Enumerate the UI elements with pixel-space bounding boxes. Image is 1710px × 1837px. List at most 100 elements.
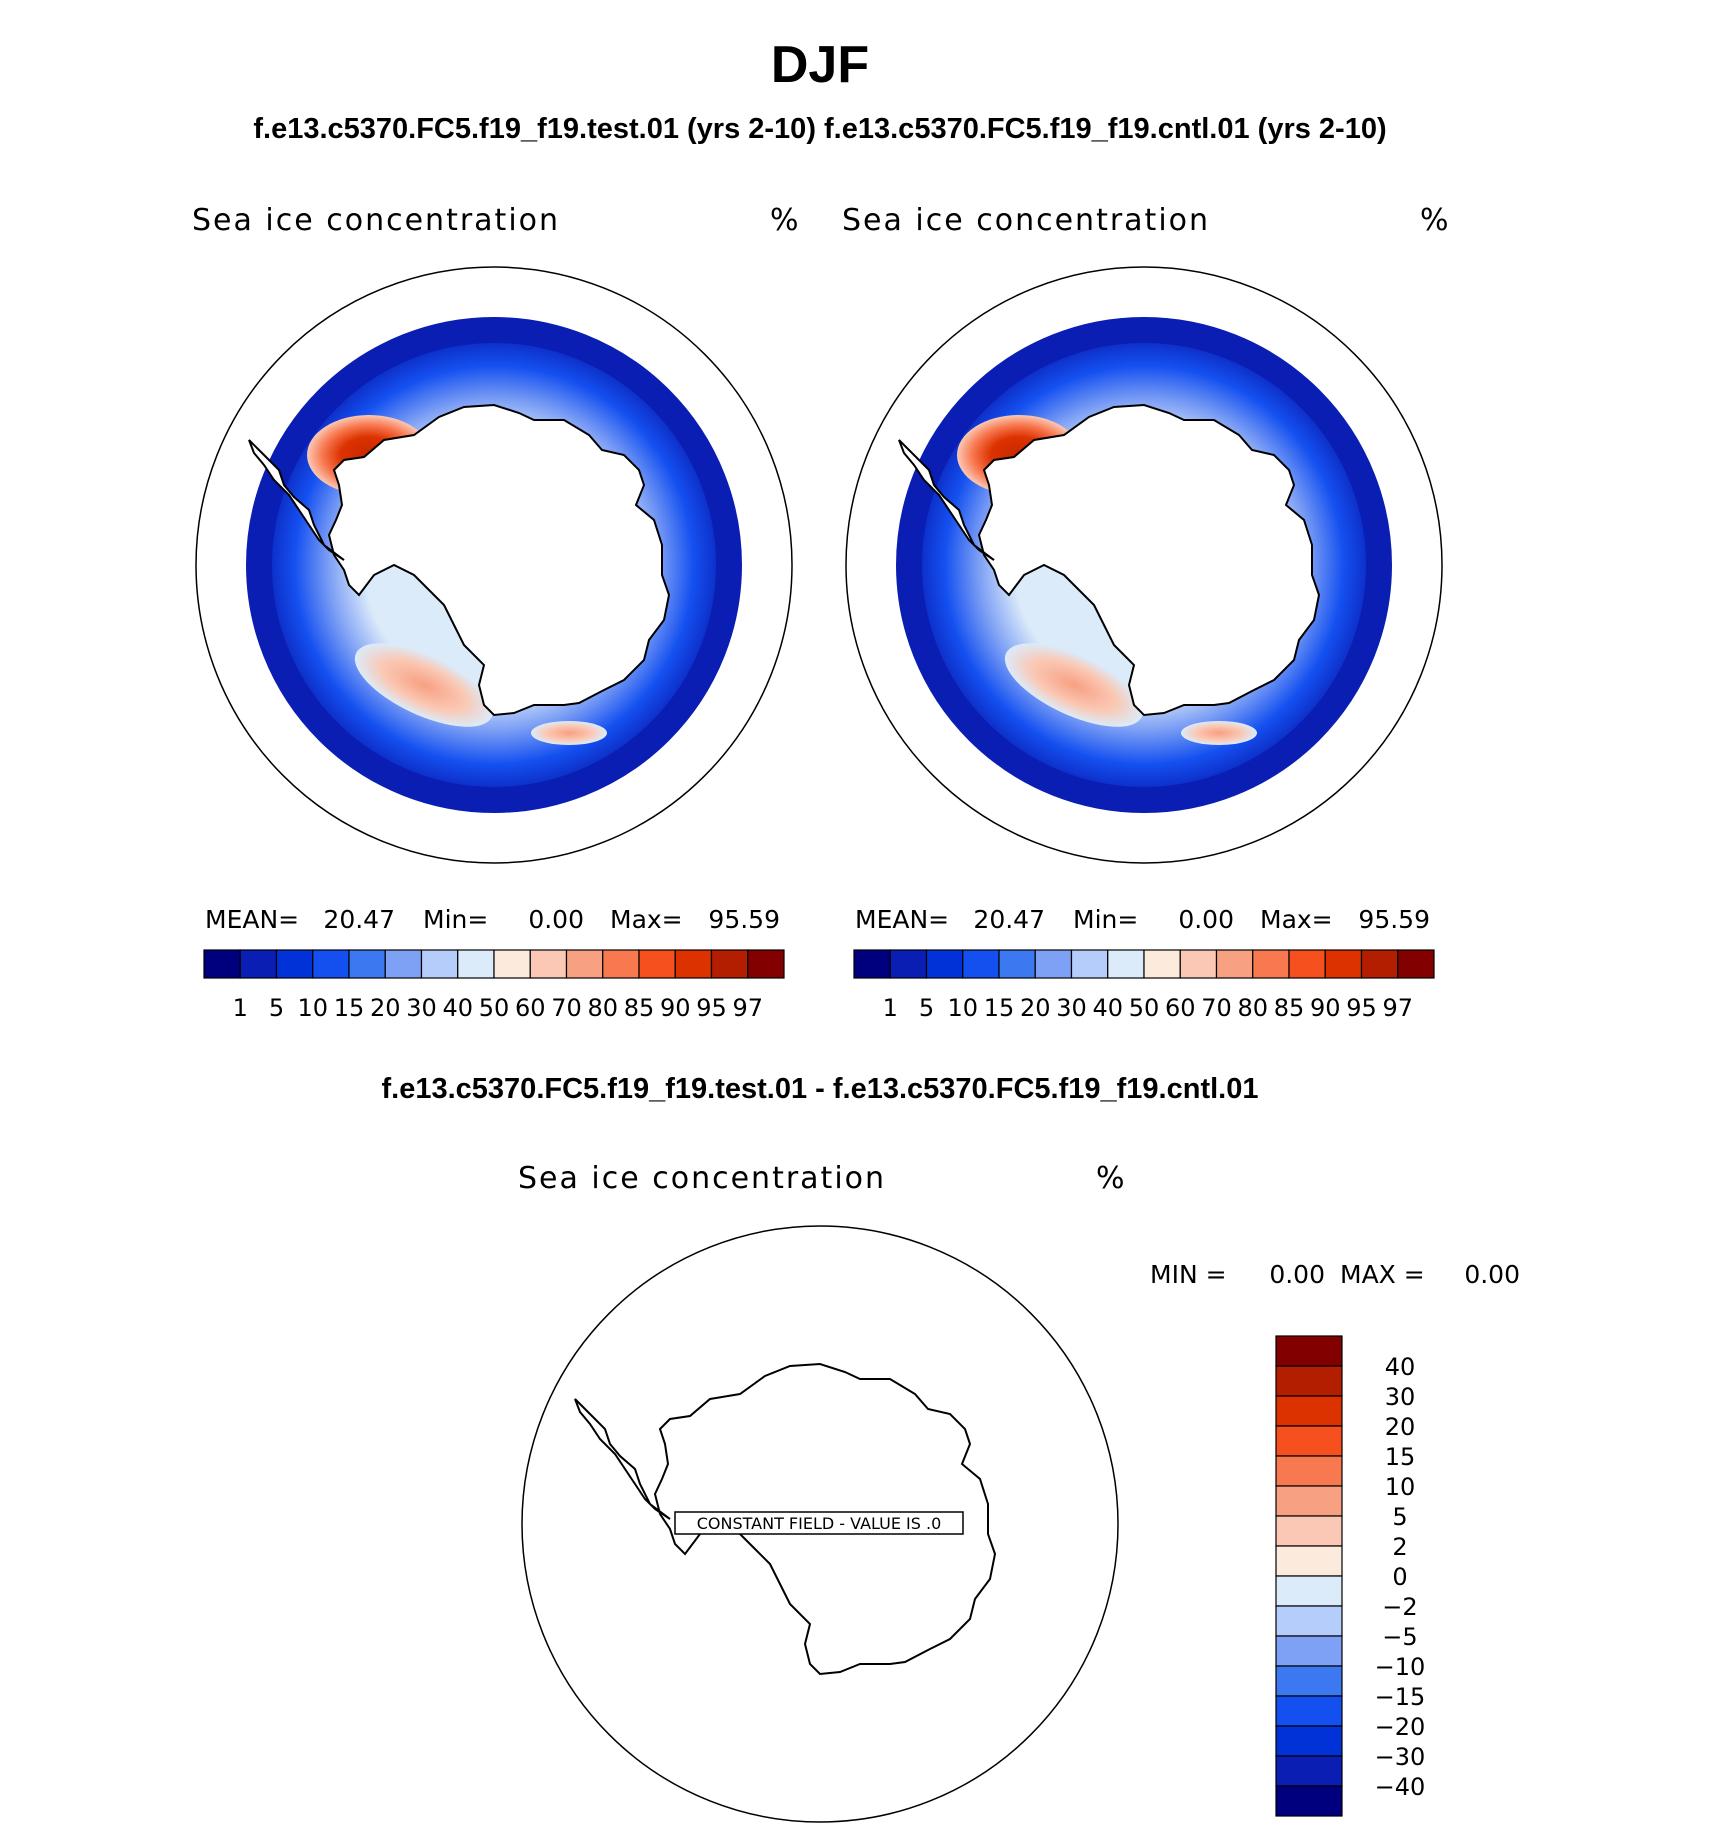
panel-diff-colorbar-swatch (1275, 1755, 1343, 1787)
panel-test-colorbar-tick-label: 15 (334, 994, 365, 1022)
panel-test-colorbar-tick-label: 50 (479, 994, 510, 1022)
panel-diff-colorbar-tick-label: −2 (1382, 1593, 1417, 1621)
panel-test-colorbar-swatch (239, 949, 278, 979)
panel-diff-colorbar-tick-label: 40 (1385, 1353, 1416, 1381)
panel-control: Sea ice concentration % MEAN= 20.47 Min=… (842, 203, 1449, 1022)
panel-diff-stats: MIN = 0.00 MAX = 0.00 (1150, 1260, 1520, 1289)
panel-control-max-label: Max= (1260, 905, 1333, 934)
panel-control-mean-label: MEAN= (855, 905, 949, 934)
panel-diff-colorbar-tick-label: −10 (1375, 1653, 1426, 1681)
panel-control-min-label: Min= (1073, 905, 1138, 934)
panel-diff-colorbar-swatch (1275, 1605, 1343, 1637)
panel-diff-colorbar-swatch (1275, 1665, 1343, 1697)
panel-control-colorbar-swatch (1143, 949, 1181, 979)
panel-control-colorbar-swatch (1034, 949, 1073, 979)
panel-test-colorbar-swatch (348, 949, 386, 979)
panel-diff-min-label: MIN = (1150, 1260, 1227, 1289)
panel-diff-variable-label: Sea ice concentration (518, 1161, 886, 1196)
panel-diff-colorbar-tick-label: −15 (1375, 1683, 1426, 1711)
constant-field-label: CONSTANT FIELD - VALUE IS .0 (697, 1514, 942, 1533)
panel-control-colorbar-swatch (1179, 949, 1218, 979)
diff-title: f.e13.c5370.FC5.f19_f19.test.01 - f.e13.… (382, 1073, 1259, 1105)
panel-diff-colorbar-swatch (1275, 1545, 1343, 1577)
figure-title: DJF (771, 36, 869, 94)
panel-control-colorbar-tick-label: 85 (1274, 994, 1305, 1022)
panel-control-colorbar-swatch (1070, 949, 1109, 979)
panel-test-max-value: 95.59 (708, 905, 780, 934)
panel-diff-colorbar-tick-label: 30 (1385, 1383, 1416, 1411)
panel-control-colorbar-tick-label: 50 (1129, 994, 1160, 1022)
panel-test-colorbar-tick-label: 85 (624, 994, 655, 1022)
panel-test-colorbar-swatch (529, 949, 568, 979)
panel-diff-colorbar-tick-label: 0 (1392, 1563, 1407, 1591)
panel-diff-colorbar-swatch (1275, 1515, 1343, 1547)
panel-control-colorbar-swatch (1252, 949, 1290, 979)
panel-test-colorbar-swatch (493, 949, 531, 979)
panel-diff-colorbar-swatch (1275, 1485, 1343, 1517)
panel-diff-colorbar-swatch (1275, 1725, 1343, 1757)
panel-diff-colorbar-swatch (1275, 1575, 1343, 1607)
panel-control-ice-warm-ross (1004, 643, 1144, 727)
panel-test-colorbar: 1 5 10 15 20 30 40 50 60 70 80 85 90 95 97 (203, 949, 785, 1022)
constant-field-box (674, 1511, 964, 1535)
panel-test-colorbar-swatch (312, 949, 350, 979)
panel-control-colorbar-tick-label: 15 (984, 994, 1015, 1022)
panel-control-min-value: 0.00 (1178, 905, 1234, 934)
panel-control-colorbar-swatch (853, 949, 891, 979)
panel-test-colorbar-tick-label: 10 (297, 994, 328, 1022)
panel-test-colorbar-tick-label: 40 (442, 994, 473, 1022)
panel-test-colorbar-swatch (710, 949, 749, 979)
panel-diff-colorbar-swatch (1275, 1785, 1343, 1817)
panel-test-stats: MEAN= 20.47 Min= 0.00 Max= 95.59 (205, 905, 780, 934)
panel-control-colorbar-tick-label: 60 (1165, 994, 1196, 1022)
panel-test-colorbar-tick-label: 80 (587, 994, 618, 1022)
panel-test-colorbar-swatch (203, 949, 241, 979)
panel-diff-colorbar-tick-label: −20 (1375, 1713, 1426, 1741)
panel-control-ice-ring-outer (896, 317, 1392, 813)
panel-diff-colorbar-tick-label: 5 (1392, 1503, 1407, 1531)
panel-test-colorbar-swatch (638, 949, 676, 979)
panel-test-colorbar-swatch (602, 949, 640, 979)
panel-test-colorbar-swatch (275, 949, 314, 979)
panel-diff-max-value: 0.00 (1464, 1260, 1520, 1289)
panel-control-colorbar-tick-label: 20 (1020, 994, 1051, 1022)
panel-control-colorbar-tick-label: 30 (1056, 994, 1087, 1022)
panel-diff-colorbar-swatch (1275, 1425, 1343, 1457)
panel-test: Sea ice concentration % MEAN= 20.47 Min=… (192, 203, 799, 1022)
panel-control-max-value: 95.59 (1358, 905, 1430, 934)
panel-control-colorbar-swatch (1397, 949, 1435, 979)
panel-control-colorbar-tick-label: 70 (1201, 994, 1232, 1022)
panel-control-colorbar-tick-label: 40 (1092, 994, 1123, 1022)
panel-control-colorbar-swatch (889, 949, 928, 979)
panel-control-colorbar-tick-label: 5 (919, 994, 934, 1022)
panel-test-min-label: Min= (423, 905, 488, 934)
panel-diff-max-label: MAX = (1340, 1260, 1425, 1289)
panel-control-colorbar-swatch (1360, 949, 1399, 979)
panel-control-colorbar-swatch (1107, 949, 1145, 979)
panel-diff-colorbar-swatch (1275, 1635, 1343, 1667)
panel-diff-colorbar-swatch (1275, 1455, 1343, 1487)
panel-diff-units: % (1096, 1161, 1125, 1196)
panel-test-colorbar-tick-label: 70 (551, 994, 582, 1022)
panel-test-colorbar-tick-label: 60 (515, 994, 546, 1022)
panel-diff-map: CONSTANT FIELD - VALUE IS .0 (521, 1225, 1119, 1823)
panel-control-colorbar-tick-label: 95 (1346, 994, 1377, 1022)
panel-test-colorbar-tick-label: 20 (370, 994, 401, 1022)
panel-control-ice-warm-amundsen (1181, 721, 1257, 745)
panel-control-stats: MEAN= 20.47 Min= 0.00 Max= 95.59 (855, 905, 1430, 934)
panel-control-colorbar-tick-label: 90 (1310, 994, 1341, 1022)
panel-diff-colorbar-tick-label: −40 (1375, 1773, 1426, 1801)
panel-diff-colorbar-swatch (1275, 1695, 1343, 1727)
panel-test-colorbar-swatch (384, 949, 423, 979)
panel-test-colorbar-tick-label: 97 (732, 994, 763, 1022)
panel-diff-colorbar-swatch (1275, 1335, 1343, 1367)
panel-test-colorbar-tick-label: 1 (233, 994, 248, 1022)
panel-test-colorbar-swatch (747, 949, 785, 979)
panel-control-colorbar-tick-label: 97 (1382, 994, 1413, 1022)
panel-control-colorbar-tick-label: 1 (883, 994, 898, 1022)
panel-control-colorbar: 1 5 10 15 20 30 40 50 60 70 80 85 90 95 97 (853, 949, 1435, 1022)
panel-test-colorbar-tick-label: 90 (660, 994, 691, 1022)
panel-control-colorbar-swatch (1288, 949, 1326, 979)
